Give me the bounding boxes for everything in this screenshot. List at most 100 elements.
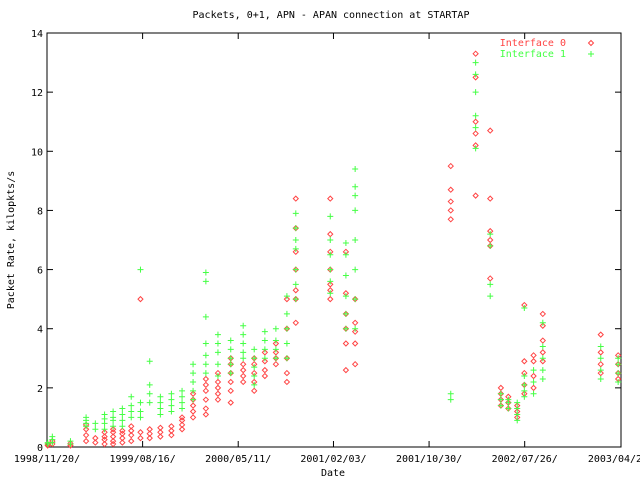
- data-point: [472, 74, 479, 81]
- data-point: [202, 375, 210, 383]
- data-point: [521, 305, 528, 312]
- data-point: [202, 396, 210, 403]
- data-point: [128, 408, 135, 415]
- data-points: [44, 50, 622, 449]
- data-point: [178, 414, 186, 421]
- data-point: [137, 399, 144, 406]
- data-point: [497, 402, 504, 409]
- data-point: [327, 290, 334, 297]
- data-point: [514, 417, 521, 424]
- data-point: [239, 360, 247, 368]
- data-point: [202, 387, 210, 395]
- data-point: [352, 237, 359, 243]
- data-point: [447, 216, 454, 223]
- data-point: [472, 50, 479, 57]
- data-point: [487, 281, 494, 288]
- data-point: [514, 399, 521, 406]
- data-point: [92, 426, 99, 433]
- data-point: [190, 361, 197, 368]
- data-point: [261, 349, 269, 356]
- data-point: [202, 269, 209, 276]
- data-point: [214, 361, 221, 368]
- data-point: [472, 118, 479, 125]
- data-point: [351, 328, 359, 335]
- data-point: [227, 361, 234, 368]
- data-point: [292, 296, 299, 303]
- y-tick-label: 12: [31, 88, 43, 99]
- data-point: [240, 331, 247, 338]
- data-point: [351, 360, 359, 368]
- data-point: [327, 278, 334, 285]
- x-tick-label: 2002/07/26/: [492, 454, 558, 465]
- data-point: [128, 393, 135, 400]
- data-point: [214, 349, 221, 356]
- data-point: [342, 272, 349, 279]
- x-axis: 1998/11/20/1999/08/16/2000/05/11/2001/02…: [14, 33, 640, 465]
- data-point: [146, 426, 153, 433]
- data-point: [292, 319, 300, 327]
- data-point: [539, 355, 546, 362]
- data-point: [272, 360, 280, 368]
- data-point: [168, 408, 175, 415]
- data-point: [530, 390, 537, 397]
- data-point: [352, 296, 359, 303]
- data-point: [261, 346, 268, 353]
- data-point: [327, 213, 334, 220]
- data-point: [119, 405, 126, 412]
- data-point: [539, 375, 546, 382]
- data-point: [168, 396, 175, 403]
- data-point: [101, 440, 108, 448]
- data-point: [292, 195, 300, 202]
- data-point: [342, 366, 350, 374]
- data-point: [227, 399, 234, 406]
- data-point: [505, 405, 512, 412]
- data-point: [283, 325, 290, 332]
- data-point: [272, 346, 279, 353]
- data-point: [615, 378, 622, 385]
- data-point: [92, 420, 99, 427]
- data-point: [292, 237, 299, 243]
- data-point: [472, 112, 479, 119]
- data-point: [146, 381, 153, 388]
- data-point: [214, 378, 222, 386]
- data-point: [179, 399, 186, 406]
- data-point: [472, 124, 479, 131]
- data-point: [202, 405, 210, 412]
- data-point: [92, 439, 99, 446]
- data-point: [283, 310, 290, 317]
- data-point: [521, 381, 528, 388]
- y-axis: 0 2 4 6 8 10 12 14: [31, 29, 621, 454]
- data-point: [283, 378, 291, 386]
- data-point: [530, 384, 537, 392]
- data-point: [214, 396, 222, 403]
- data-point: [487, 293, 494, 300]
- data-point: [539, 349, 547, 356]
- data-point: [168, 431, 175, 439]
- data-point: [251, 346, 258, 353]
- data-point: [128, 423, 135, 430]
- data-point: [128, 414, 135, 421]
- data-point: [137, 434, 144, 442]
- data-point: [292, 210, 299, 217]
- data-point: [342, 340, 350, 347]
- data-point: [178, 417, 186, 424]
- y-tick-label: 8: [37, 206, 43, 217]
- legend-label: Interface 1: [500, 49, 566, 60]
- data-point: [239, 372, 247, 380]
- y-tick-label: 6: [37, 266, 43, 277]
- data-point: [202, 313, 209, 320]
- data-point: [530, 358, 537, 365]
- data-point: [327, 195, 334, 202]
- data-point: [486, 195, 494, 202]
- data-point: [240, 349, 247, 356]
- data-point: [342, 325, 349, 332]
- data-point: [472, 192, 479, 199]
- data-point: [157, 433, 164, 440]
- data-point: [497, 390, 504, 397]
- data-point: [101, 411, 108, 418]
- data-point: [190, 396, 197, 403]
- data-point: [146, 434, 153, 442]
- data-point: [352, 325, 359, 332]
- data-point: [615, 361, 622, 368]
